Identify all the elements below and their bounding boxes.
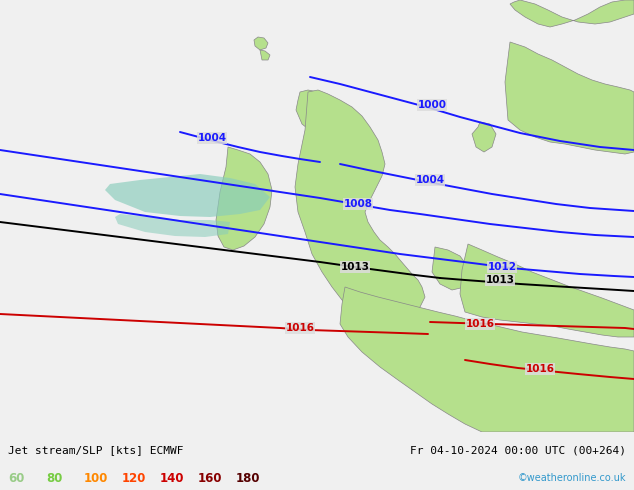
Text: 160: 160 xyxy=(198,471,223,485)
Text: 1000: 1000 xyxy=(418,100,446,110)
Polygon shape xyxy=(510,0,634,27)
Text: 1016: 1016 xyxy=(285,323,314,333)
Text: 180: 180 xyxy=(236,471,261,485)
Polygon shape xyxy=(432,247,472,290)
Text: ©weatheronline.co.uk: ©weatheronline.co.uk xyxy=(517,473,626,483)
Text: 1004: 1004 xyxy=(415,175,444,185)
Text: 80: 80 xyxy=(46,471,62,485)
Text: 1013: 1013 xyxy=(486,275,515,285)
Polygon shape xyxy=(260,50,270,60)
Polygon shape xyxy=(505,42,634,154)
Text: 1004: 1004 xyxy=(197,133,226,143)
Polygon shape xyxy=(460,244,634,337)
Text: Jet stream/SLP [kts] ECMWF: Jet stream/SLP [kts] ECMWF xyxy=(8,445,183,455)
Text: 1012: 1012 xyxy=(488,262,517,272)
Polygon shape xyxy=(216,147,272,250)
Polygon shape xyxy=(472,122,496,152)
Polygon shape xyxy=(254,37,268,50)
Polygon shape xyxy=(296,90,345,134)
Polygon shape xyxy=(115,214,230,237)
Text: 1016: 1016 xyxy=(465,319,495,329)
Polygon shape xyxy=(105,174,270,217)
Text: 140: 140 xyxy=(160,471,184,485)
Polygon shape xyxy=(295,90,425,327)
Text: 1016: 1016 xyxy=(526,364,555,374)
Text: 120: 120 xyxy=(122,471,146,485)
Text: 100: 100 xyxy=(84,471,108,485)
Text: 1008: 1008 xyxy=(344,199,373,209)
Polygon shape xyxy=(340,287,634,432)
Text: 60: 60 xyxy=(8,471,24,485)
Text: 1013: 1013 xyxy=(340,262,370,272)
Text: Fr 04-10-2024 00:00 UTC (00+264): Fr 04-10-2024 00:00 UTC (00+264) xyxy=(410,445,626,455)
